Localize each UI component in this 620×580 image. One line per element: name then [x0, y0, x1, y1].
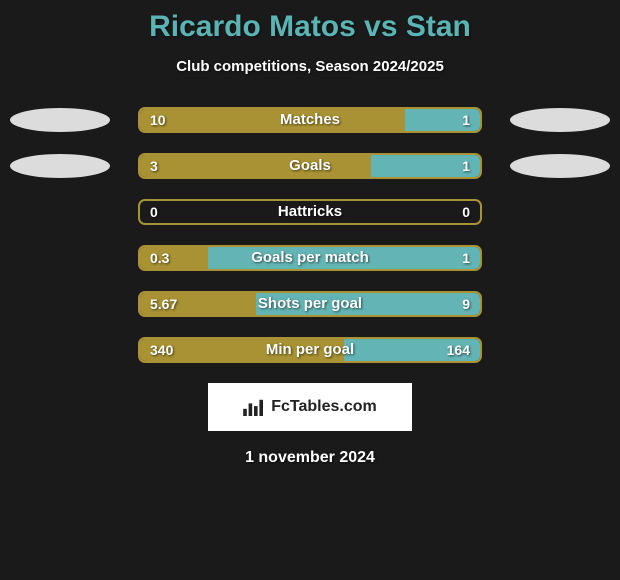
stat-label: Hattricks	[140, 201, 480, 223]
chart-title: Ricardo Matos vs Stan	[0, 0, 620, 44]
stat-bar: 101Matches	[138, 107, 482, 133]
stat-label: Goals per match	[140, 247, 480, 269]
stat-row: 340164Min per goal	[0, 337, 620, 363]
player-right-ellipse	[510, 108, 610, 132]
stat-bar: 0.31Goals per match	[138, 245, 482, 271]
stat-label: Goals	[140, 155, 480, 177]
bar-chart-icon	[243, 398, 265, 416]
stat-label: Min per goal	[140, 339, 480, 361]
logo-badge: FcTables.com	[208, 383, 412, 431]
player-left-ellipse	[10, 154, 110, 178]
player-right-ellipse	[510, 154, 610, 178]
stat-row: 101Matches	[0, 107, 620, 133]
stat-row: 31Goals	[0, 153, 620, 179]
stat-bar: 5.679Shots per goal	[138, 291, 482, 317]
player-left-ellipse	[10, 108, 110, 132]
stat-label: Shots per goal	[140, 293, 480, 315]
comparison-infographic: Ricardo Matos vs Stan Club competitions,…	[0, 0, 620, 580]
stat-row: 0.31Goals per match	[0, 245, 620, 271]
stat-bar: 00Hattricks	[138, 199, 482, 225]
stat-row: 00Hattricks	[0, 199, 620, 225]
stat-label: Matches	[140, 109, 480, 131]
stats-rows: 101Matches 31Goals 00Hattricks 0.31Goals pe…	[0, 107, 620, 363]
chart-subtitle: Club competitions, Season 2024/2025	[0, 58, 620, 75]
chart-date: 1 november 2024	[0, 449, 620, 467]
stat-bar: 340164Min per goal	[138, 337, 482, 363]
logo-text: FcTables.com	[271, 398, 377, 416]
stat-row: 5.679Shots per goal	[0, 291, 620, 317]
stat-bar: 31Goals	[138, 153, 482, 179]
